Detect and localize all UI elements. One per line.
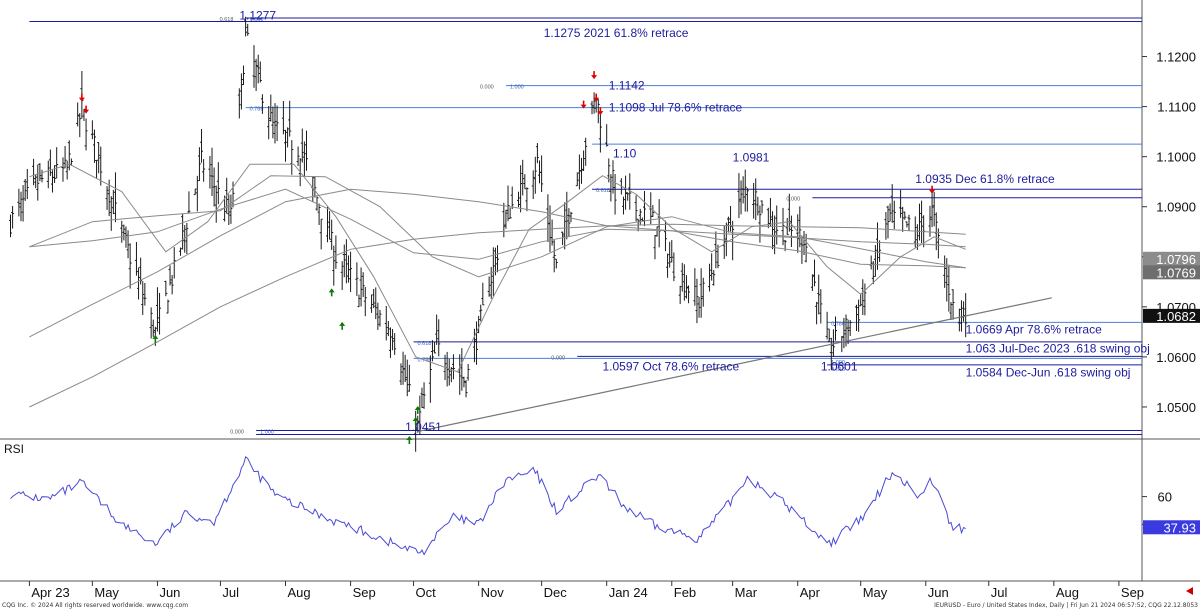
time-axis-label: Nov	[481, 585, 505, 600]
time-axis-label: Mar	[735, 585, 758, 600]
time-axis-label: Sep	[353, 585, 376, 600]
time-axis-label: Apr	[800, 585, 821, 600]
price-annotation: 1.1277	[239, 9, 276, 23]
price-annotation: 1.0981	[733, 151, 770, 165]
price-annotation: 1.1142	[609, 79, 645, 93]
support-trendline	[417, 297, 1052, 433]
sell-signal-arrowhead	[78, 97, 85, 102]
price-annotation: 1.0451	[405, 420, 442, 434]
fib-level-label: 0.786	[250, 107, 264, 113]
price-tag-label: 1.0796	[1156, 252, 1196, 267]
price-annotation: 1.063 Jul-Dec 2023 .618 swing obj	[966, 341, 1150, 355]
footer-copyright: CQG Inc. © 2024 All rights reserved worl…	[2, 602, 189, 609]
fib-level-label: 0.000	[230, 429, 244, 435]
time-axis-label: Aug	[288, 585, 311, 600]
sell-signal-arrowhead	[83, 109, 90, 114]
price-tag	[1143, 308, 1200, 323]
time-axis-label: Apr 23	[31, 585, 69, 600]
price-tick-label: 1.1100	[1157, 100, 1196, 115]
rsi-line	[10, 455, 966, 556]
time-axis-label: Feb	[674, 585, 696, 600]
buy-signal-arrowhead	[328, 288, 335, 293]
time-axis-label: May	[94, 585, 119, 600]
buy-signal-arrowhead	[152, 334, 159, 339]
moving-average-line	[29, 188, 966, 269]
fib-level-label: 0.618	[220, 17, 234, 23]
price-annotation: 1.10	[613, 147, 637, 161]
price-tick-label: 1.1000	[1156, 150, 1196, 165]
price-tick-label: 1.1200	[1156, 50, 1196, 65]
moving-average-line	[29, 223, 966, 408]
price-annotation: 1.0584 Dec-Jun .618 swing obj	[966, 365, 1131, 379]
moving-average-line	[29, 188, 966, 338]
time-axis-label: Jul	[222, 585, 239, 600]
time-axis-label: Jan 24	[609, 585, 648, 600]
sell-signal-arrowhead	[593, 97, 600, 102]
price-tick-label: 1.0500	[1156, 400, 1196, 415]
rsi-value-tag	[1143, 520, 1200, 535]
price-annotation: 1.0601	[821, 359, 858, 373]
buy-signal-arrowhead	[339, 321, 346, 326]
price-annotation: 1.0669 Apr 78.6% retrace	[966, 322, 1102, 336]
time-axis-label: Jun	[159, 585, 180, 600]
buy-signal-arrowhead	[412, 416, 419, 421]
fib-level-label: 0.618	[831, 367, 845, 373]
time-axis-label: Sep	[1121, 585, 1144, 600]
fib-level-label: 1.000	[510, 85, 524, 91]
time-axis-label: Jul	[991, 585, 1008, 600]
fib-level-label: 0.786	[831, 321, 845, 327]
price-tag-label: 1.0682	[1156, 309, 1196, 324]
sell-signal-arrowhead	[580, 104, 587, 109]
fib-level-label: 1.000	[260, 429, 274, 435]
price-tag-label: 1.0769	[1156, 265, 1196, 280]
time-axis-label: Jun	[928, 585, 949, 600]
price-tick-label: 1.0600	[1156, 350, 1196, 365]
time-axis-label: May	[863, 585, 888, 600]
buy-signal-arrowhead	[414, 405, 421, 410]
rsi-value-label: 37.93	[1163, 520, 1196, 535]
time-axis-label: Dec	[544, 585, 568, 600]
fib-level-label: 1.000	[250, 17, 264, 23]
moving-average-line	[29, 175, 966, 278]
fib-level-label: 1.000	[831, 360, 845, 366]
price-annotation: 1.1275 2021 61.8% retrace	[544, 26, 689, 40]
price-tick-label: 1.0900	[1156, 200, 1196, 215]
buy-signal-arrowhead	[406, 436, 413, 440]
rsi-tick-label: 60	[1158, 490, 1172, 505]
price-annotation: 1.0935 Dec 61.8% retrace	[915, 172, 1055, 186]
moving-average-line	[29, 163, 966, 373]
price-tag	[1143, 265, 1200, 280]
price-annotation: 1.0597 Oct 78.6% retrace	[602, 359, 739, 373]
fib-level-label: 0.618	[418, 341, 432, 347]
sell-signal-arrowhead	[929, 189, 936, 194]
price-annotation: 1.1098 Jul 78.6% retrace	[609, 101, 743, 115]
rsi-panel-label: RSI	[4, 442, 24, 456]
fib-level-label: 0.618	[596, 188, 610, 194]
fib-level-label: 0.000	[786, 197, 800, 203]
fib-level-label: 0.000	[480, 85, 494, 91]
sell-signal-arrowhead	[597, 111, 604, 116]
price-tag	[1143, 251, 1200, 266]
time-axis-label: Oct	[416, 585, 437, 600]
scroll-right-icon[interactable]	[1186, 587, 1193, 595]
footer-chart-info: IEURUSD - Euro / United States Index, Da…	[934, 602, 1198, 609]
time-axis-label: Aug	[1056, 585, 1079, 600]
sell-signal-arrowhead	[591, 75, 598, 80]
